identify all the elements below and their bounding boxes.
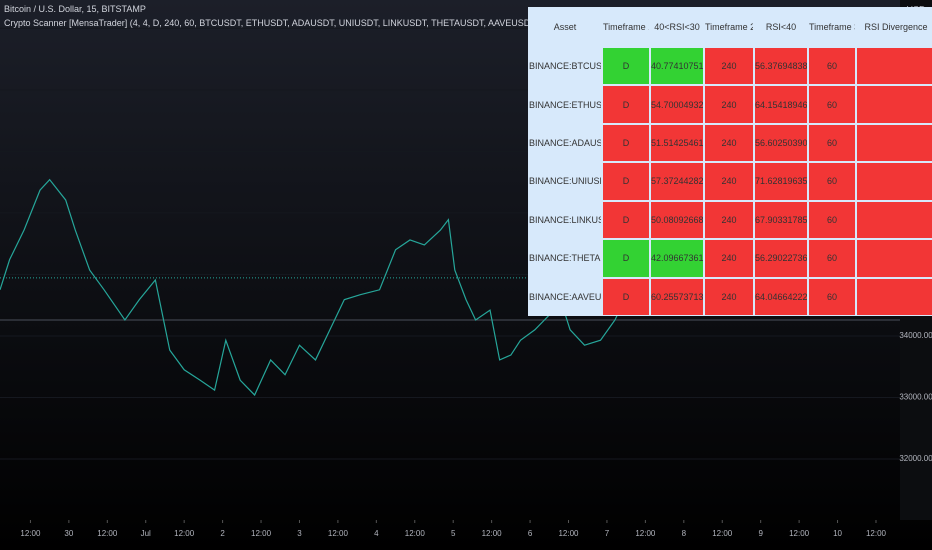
x-tick-label: 12:00 [405,529,426,538]
table-cell: D [602,85,650,124]
x-tick-label: Jul [141,529,151,538]
x-tick-label: 12:00 [251,529,272,538]
x-tick-label: 12:00 [635,529,656,538]
x-tick-label: 3 [297,529,302,538]
column-header: RSI<40 [754,7,808,47]
table-cell: 60 [808,85,856,124]
symbol-title: Bitcoin / U.S. Dollar, 15, BITSTAMP [4,4,146,14]
x-tick-label: 4 [374,529,379,538]
table-cell: 42.0966736135 [650,239,704,278]
column-header: Timeframe 2 [704,7,754,47]
table-cell: BINANCE:AAVEUSDT [528,277,602,316]
scanner-table: Asset Timeframe 1 40<RSI<30 Timeframe 2 RSI<… [528,7,932,316]
table-cell: 240 [704,277,754,316]
table-cell: D [602,123,650,163]
table-cell: 60 [808,277,856,316]
table-cell: BINANCE:ETHUSDT [528,85,602,124]
indicator-title: Crypto Scanner [MensaTrader] (4, 4, D, 2… [4,18,684,28]
x-tick-label: 12:00 [482,529,503,538]
table-cell: 240 [704,123,754,163]
x-tick-label: 10 [833,529,842,538]
table-cell: 64.154189461 [754,85,808,124]
table-cell: 240 [704,239,754,278]
table-cell: 56.6025039017 [754,123,808,163]
table-cell [856,162,932,201]
table-cell: 240 [704,85,754,124]
table-cell: BINANCE:BTCUSDT [528,47,602,86]
table-cell: BINANCE:UNIUSDT [528,162,602,201]
table-cell: D [602,47,650,86]
table-cell: BINANCE:ADAUSDT [528,123,602,163]
x-tick-label: 12:00 [866,529,887,538]
y-tick-label: 32000.00 [899,454,932,463]
table-cell: D [602,162,650,201]
x-tick-label: 12:00 [97,529,118,538]
table-cell [856,239,932,278]
table-cell: 56.2902273601 [754,239,808,278]
table-cell: 60 [808,123,856,163]
table-cell [856,200,932,240]
table-cell: D [602,277,650,316]
column-header: Timeframe 3 [808,7,856,47]
x-tick-label: 12:00 [20,529,41,538]
table-cell: 54.7000493256 [650,85,704,124]
y-tick-label: 33000.00 [899,393,932,402]
table-cell: D [602,239,650,278]
table-cell: 56.3769483877 [754,47,808,86]
x-tick-label: 9 [758,529,763,538]
table-cell: 57.3724428256 [650,162,704,201]
x-tick-label: 7 [605,529,610,538]
column-header: Asset [528,7,602,47]
table-cell: 60 [808,200,856,240]
x-tick-label: 12:00 [174,529,195,538]
table-cell: 40.7741075127 [650,47,704,86]
table-cell [856,47,932,86]
table-cell: BINANCE:THETAUSDT [528,239,602,278]
table-cell: BINANCE:LINKUSDT [528,200,602,240]
table-cell: 240 [704,47,754,86]
x-tick-label: 12:00 [328,529,349,538]
table-cell: 60.255737137 [650,277,704,316]
table-cell: 60 [808,239,856,278]
table-cell: 67.903317852 [754,200,808,240]
table-cell: 240 [704,200,754,240]
price-line [0,178,646,397]
x-tick-label: 12:00 [789,529,810,538]
column-header: 40<RSI<30 [650,7,704,47]
table-cell: D [602,200,650,240]
y-tick-label: 34000.00 [899,331,932,340]
x-tick-label: 8 [682,529,687,538]
column-header: RSI Divergence [856,7,932,47]
table-cell: 64.0466422254 [754,277,808,316]
x-tick-label: 30 [64,529,73,538]
table-cell: 71.6281963595 [754,162,808,201]
x-tick-label: 6 [528,529,533,538]
table-cell: 60 [808,162,856,201]
table-cell: 50.0809266845 [650,200,704,240]
table-cell [856,123,932,163]
table-cell: 60 [808,47,856,86]
x-tick-label: 12:00 [712,529,733,538]
table-cell: 51.5142546114 [650,123,704,163]
x-tick-label: 5 [451,529,456,538]
table-cell [856,85,932,124]
x-tick-label: 2 [220,529,225,538]
x-tick-label: 12:00 [558,529,579,538]
table-cell: 240 [704,162,754,201]
table-cell [856,277,932,316]
column-header: Timeframe 1 [602,7,650,47]
